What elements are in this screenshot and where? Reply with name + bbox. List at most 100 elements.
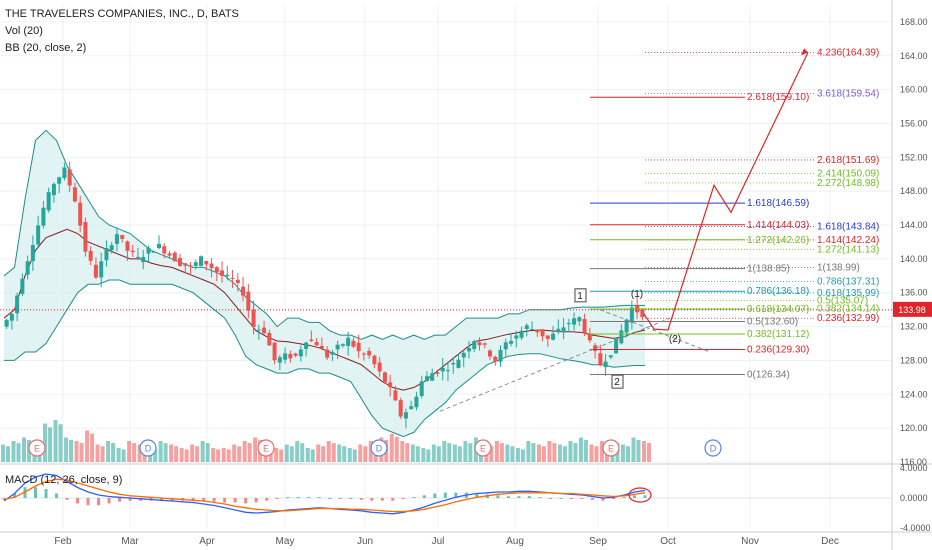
macd-histogram-bar — [160, 498, 164, 501]
candle-body — [230, 277, 235, 279]
event-marker — [257, 439, 275, 457]
macd-histogram-bar — [454, 492, 458, 498]
volume-bar — [74, 441, 79, 462]
candle-body — [488, 350, 493, 357]
volume-bar — [494, 441, 499, 462]
price-tick: 152.00 — [900, 152, 928, 162]
fib-level-label: 1(138.99) — [817, 262, 860, 273]
trend-line — [439, 317, 671, 412]
fib-level-label: 1.272(142.26) — [747, 235, 809, 246]
volume-bar — [100, 446, 105, 462]
macd-highlight-circle — [628, 487, 652, 503]
candle-body — [20, 278, 25, 294]
candle-body — [519, 330, 524, 338]
event-marker-label: E — [608, 444, 614, 454]
volume-bar — [85, 430, 90, 462]
wave-label: (2) — [669, 334, 681, 345]
bollinger-fill — [4, 130, 645, 437]
candle-body — [62, 167, 67, 179]
candle-body — [57, 177, 62, 184]
candle-body — [561, 327, 566, 333]
candle-body — [135, 256, 140, 258]
candle-body — [304, 342, 309, 349]
candle-body — [88, 250, 93, 261]
volume-bar — [631, 437, 636, 462]
month-label: Jun — [357, 536, 373, 547]
candle-body — [608, 355, 613, 358]
volume-bar — [1, 444, 5, 462]
volume-bar — [158, 441, 163, 462]
candle-body — [587, 334, 592, 341]
macd-histogram-bar — [538, 497, 542, 499]
volume-bar — [200, 441, 205, 462]
bollinger-legend: BB (20, close, 2) — [5, 42, 87, 54]
volume-bar — [468, 443, 473, 462]
month-label: Aug — [506, 536, 524, 547]
month-label: May — [276, 536, 295, 547]
candle-body — [188, 265, 193, 267]
volume-bar — [526, 441, 531, 462]
candle-body — [466, 348, 471, 352]
macd-histogram-bar — [55, 493, 59, 498]
macd-histogram-bar — [590, 498, 594, 500]
candle-body — [472, 341, 477, 349]
macd-histogram-bar — [107, 498, 111, 504]
macd-histogram-bar — [580, 498, 584, 499]
volume-bar — [499, 443, 504, 462]
macd-histogram-bar — [244, 498, 248, 504]
macd-histogram-bar — [412, 497, 416, 499]
volume-bar — [289, 446, 294, 462]
price-tick: 144.00 — [900, 220, 928, 230]
macd-histogram-bar — [317, 497, 321, 499]
candle-body — [162, 246, 167, 254]
volume-bar — [536, 444, 541, 462]
candle-body — [346, 337, 351, 346]
macd-histogram-bar — [223, 498, 227, 503]
candle-body — [146, 247, 151, 254]
candle-body — [204, 261, 209, 265]
candle-body — [535, 329, 540, 333]
price-tick: 148.00 — [900, 186, 928, 196]
price-tick: 124.00 — [900, 389, 928, 399]
volume-bar — [195, 446, 200, 462]
volume-bar — [463, 441, 468, 462]
price-tick: 128.00 — [900, 355, 928, 365]
volume-bar — [163, 443, 168, 462]
candle-body — [36, 225, 41, 245]
candle-body — [382, 372, 387, 383]
volume-bar — [442, 441, 447, 462]
macd-histogram-bar — [338, 498, 342, 499]
candle-body — [514, 335, 519, 339]
price-tick: 116.00 — [900, 457, 927, 467]
month-label: Apr — [199, 536, 215, 547]
macd-histogram-bar — [86, 498, 90, 506]
candle-body — [4, 319, 9, 327]
volume-bar — [557, 444, 562, 462]
candle-body — [582, 318, 587, 334]
projection-path — [643, 52, 809, 331]
volume-bar — [226, 449, 231, 462]
macd-histogram-bar — [191, 498, 195, 501]
event-marker — [139, 439, 157, 457]
macd-histogram-bar — [559, 498, 563, 499]
macd-histogram-bar — [307, 497, 311, 499]
candle-body — [388, 382, 393, 388]
candle-body — [178, 258, 183, 266]
candle-body — [114, 234, 119, 244]
event-marker-label: E — [34, 444, 40, 454]
candle-body — [51, 183, 56, 196]
volume-bar — [347, 448, 352, 462]
candle-body — [172, 252, 177, 262]
candle-body — [461, 352, 466, 358]
candle-body — [551, 333, 556, 340]
fib-level-label: 2.272(148.98) — [817, 178, 879, 189]
month-label: Jul — [432, 536, 445, 547]
candle-body — [151, 251, 156, 253]
volume-bar — [310, 449, 315, 462]
last-price-badge — [893, 301, 932, 317]
candle-body — [199, 256, 204, 266]
event-marker-label: E — [480, 444, 486, 454]
volume-bar — [620, 444, 625, 462]
macd-histogram-bar — [254, 498, 258, 503]
